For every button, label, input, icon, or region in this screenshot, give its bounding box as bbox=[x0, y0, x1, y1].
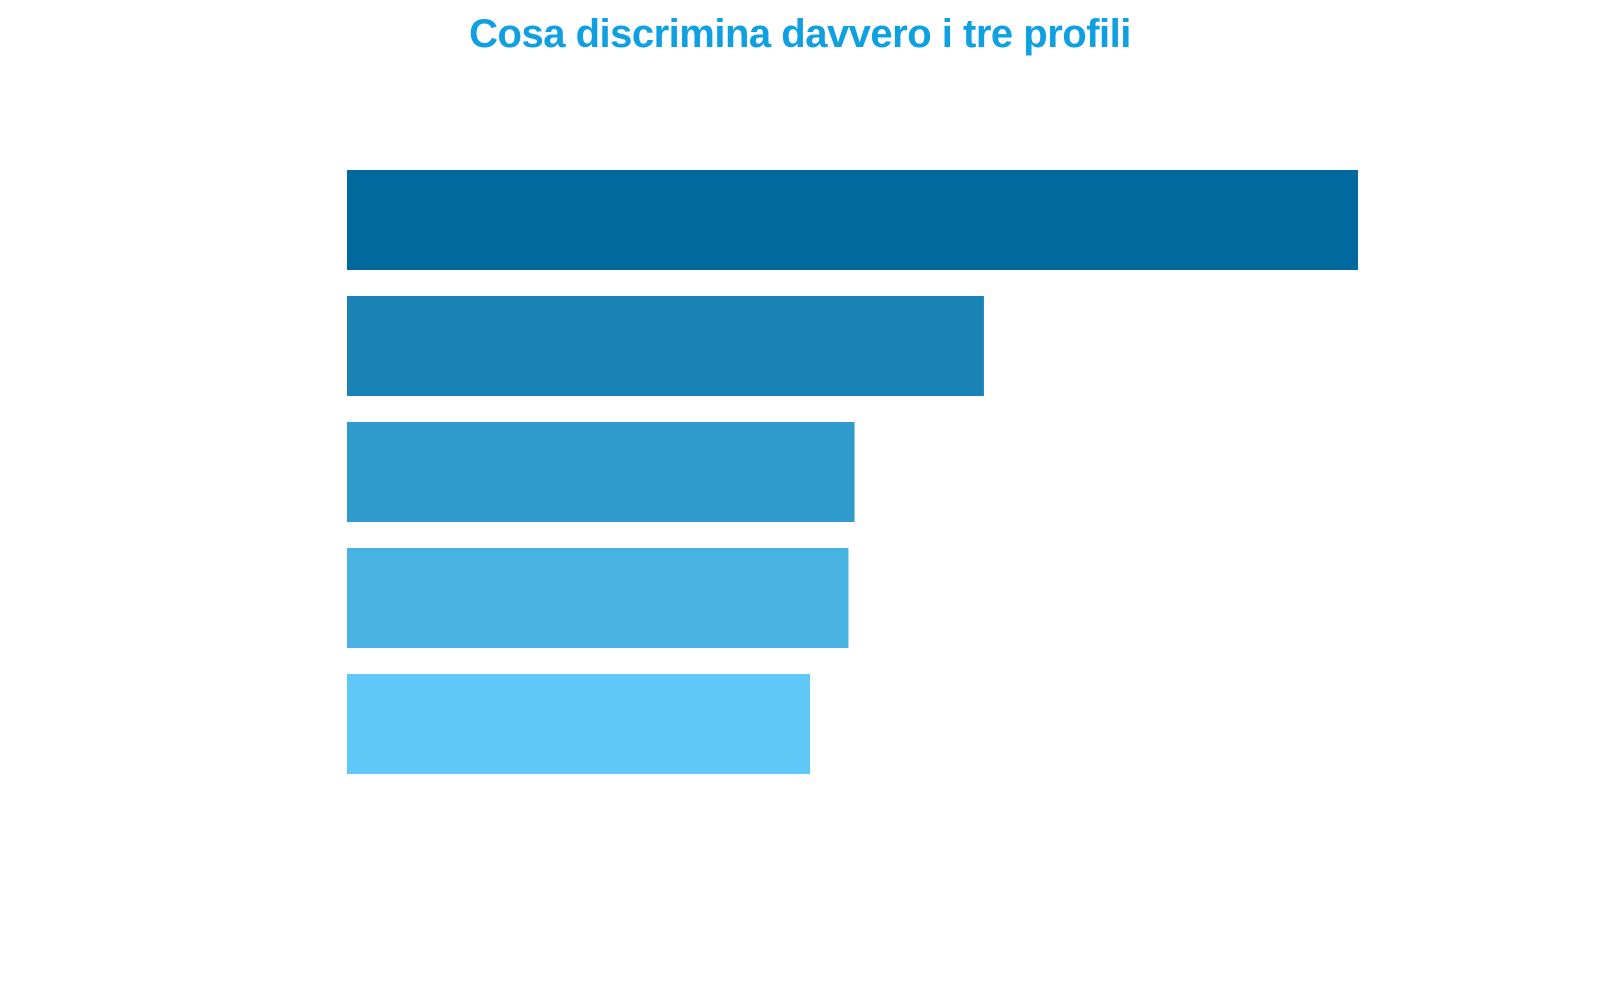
bar-3 bbox=[347, 422, 855, 522]
bar-1 bbox=[347, 170, 1358, 270]
bar-2 bbox=[347, 296, 984, 396]
bar-4 bbox=[347, 548, 849, 648]
bars-group bbox=[347, 170, 1358, 774]
bar-5 bbox=[347, 674, 811, 774]
chart-title: Cosa discrimina davvero i tre profili bbox=[469, 12, 1131, 56]
